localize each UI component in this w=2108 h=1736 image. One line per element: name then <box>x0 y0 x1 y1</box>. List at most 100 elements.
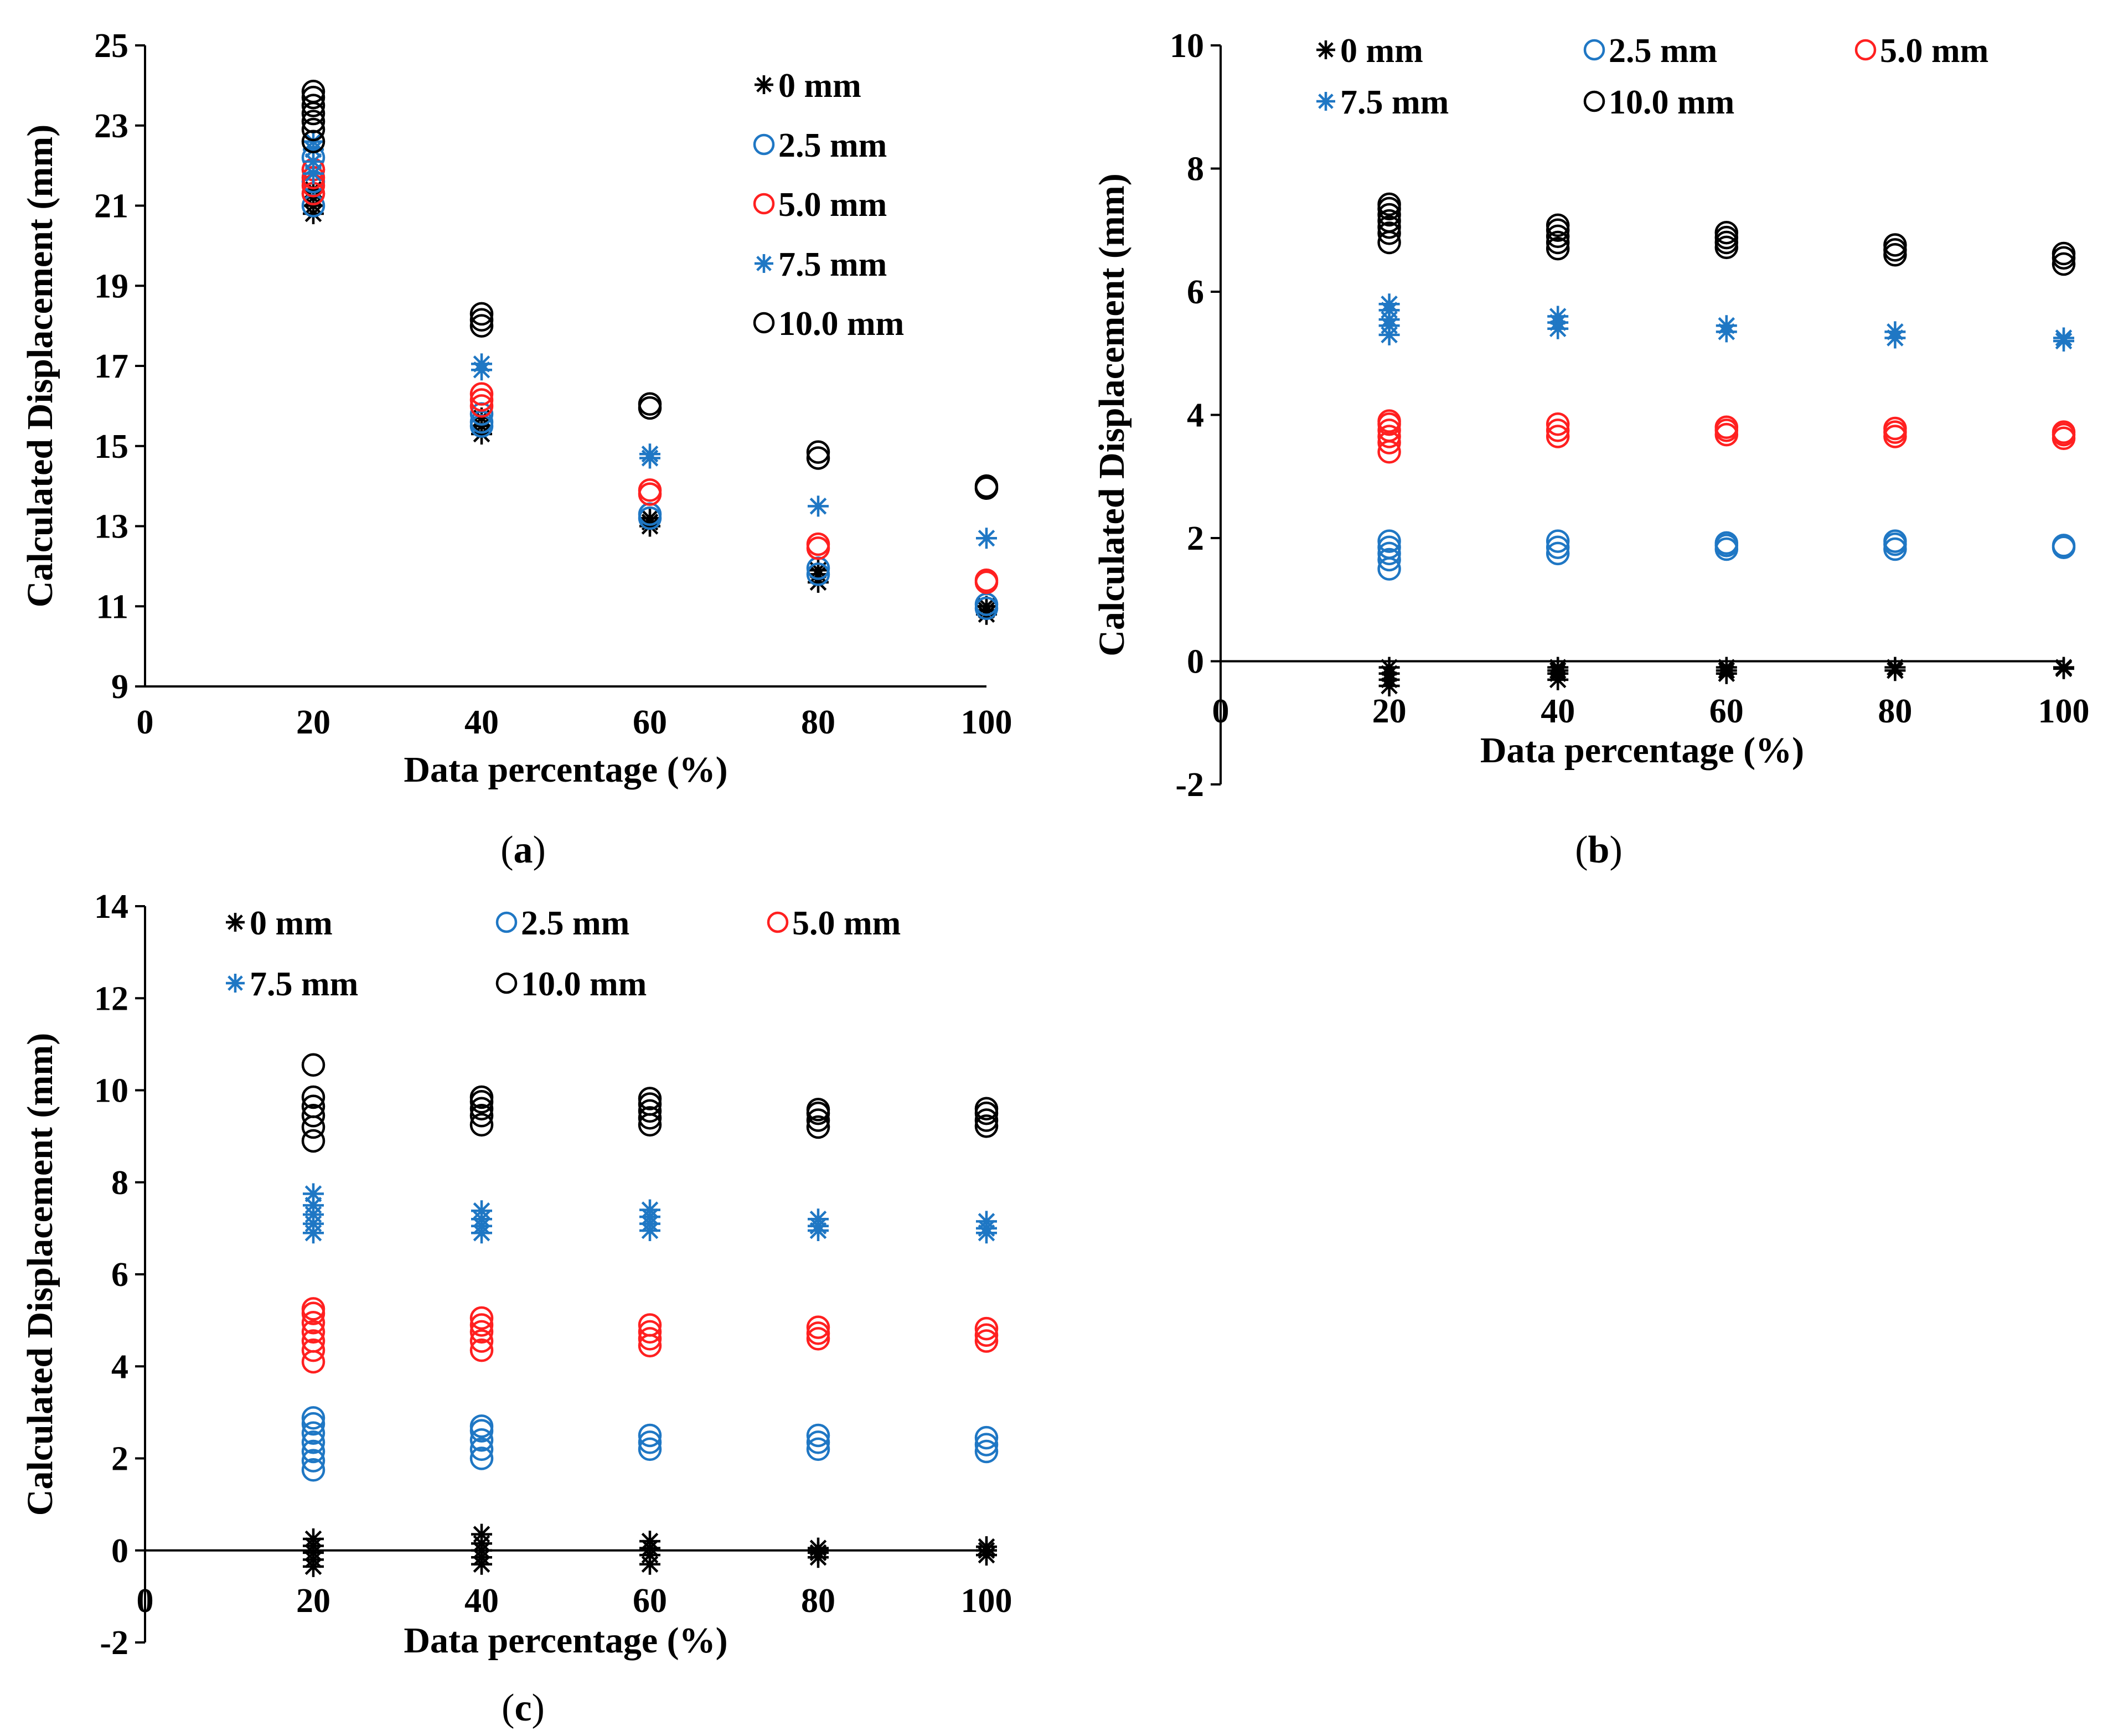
legend-marker <box>755 254 773 273</box>
data-point <box>301 1421 326 1445</box>
data-point <box>638 392 662 416</box>
panel-caption: (b) <box>1575 829 1623 871</box>
data-point <box>1547 306 1569 327</box>
legend-marker <box>753 133 775 156</box>
data-point <box>2052 535 2076 559</box>
data-point <box>301 1449 326 1472</box>
data-point <box>1546 541 1570 566</box>
data-point <box>469 1097 494 1120</box>
data-point <box>1377 409 1401 433</box>
data-point <box>301 1085 326 1109</box>
data-point <box>469 1320 494 1344</box>
caption-letter: c <box>514 1687 531 1729</box>
data-point <box>303 151 324 172</box>
data-point <box>301 110 326 133</box>
y-tick-label: 8 <box>111 1164 128 1202</box>
data-point <box>806 1098 830 1122</box>
data-point <box>806 1321 830 1345</box>
data-point <box>301 1458 326 1482</box>
y-tick-label: 17 <box>94 348 128 385</box>
x-tick-label: 0 <box>137 1582 154 1620</box>
data-point <box>469 1313 494 1337</box>
data-point <box>1714 531 1739 555</box>
legend-label: 0 mm <box>250 905 333 942</box>
data-point <box>469 1085 494 1109</box>
x-tick-label: 100 <box>961 704 1012 741</box>
data-point <box>806 532 830 556</box>
data-point <box>303 1195 324 1216</box>
data-point <box>1714 220 1739 245</box>
data-point <box>301 1329 326 1353</box>
series-0-mm <box>303 1523 997 1577</box>
data-point <box>806 440 830 464</box>
y-tick-label: 6 <box>111 1256 128 1294</box>
data-point <box>469 1446 494 1470</box>
data-point <box>301 79 326 104</box>
data-point <box>469 388 494 412</box>
data-point <box>1546 213 1570 237</box>
y-tick-label: 4 <box>1187 397 1204 435</box>
data-point <box>806 1437 830 1461</box>
data-point <box>2053 327 2074 349</box>
x-tick-label: 20 <box>1372 693 1407 730</box>
x-tick-label: 20 <box>296 704 330 741</box>
legend-label: 7.5 mm <box>250 965 358 1003</box>
data-point <box>2052 252 2076 276</box>
x-axis-title: Data percentage (%) <box>404 1620 727 1661</box>
legend-label: 7.5 mm <box>778 246 887 283</box>
data-point <box>1884 657 1906 678</box>
data-point <box>974 1114 999 1138</box>
caption-letter: b <box>1588 829 1610 871</box>
data-point <box>1377 221 1401 245</box>
data-point <box>806 1430 830 1454</box>
data-point <box>469 302 494 326</box>
series-10-0-mm <box>301 1053 999 1153</box>
data-point <box>808 560 829 581</box>
data-point <box>974 1439 999 1464</box>
data-point <box>976 1536 997 1558</box>
legend-label: 7.5 mm <box>1340 84 1449 121</box>
data-point <box>469 1437 494 1461</box>
data-point <box>301 1439 326 1464</box>
x-axis-title: Data percentage (%) <box>1480 730 1804 771</box>
data-point <box>639 508 660 529</box>
y-tick-label: 10 <box>94 1072 128 1110</box>
legend-marker <box>226 913 245 932</box>
data-point <box>301 1406 326 1430</box>
data-point <box>303 1183 324 1205</box>
x-tick-label: 0 <box>1212 693 1229 730</box>
caption-letter: a <box>514 829 533 871</box>
data-point <box>638 1430 662 1454</box>
data-point <box>301 94 326 117</box>
series-7-5-mm <box>303 1183 997 1244</box>
x-tick-label: 0 <box>137 704 154 741</box>
data-point <box>1377 209 1401 233</box>
y-tick-label: 10 <box>1170 27 1204 65</box>
series-10-0-mm <box>301 79 999 500</box>
data-point <box>806 1423 830 1448</box>
series-5-0-mm <box>301 1297 999 1374</box>
data-point <box>301 1129 326 1153</box>
data-point <box>1546 230 1570 255</box>
data-point <box>2052 534 2076 557</box>
data-point <box>1377 541 1401 566</box>
x-tick-label: 80 <box>801 704 835 741</box>
data-point <box>1883 238 1907 262</box>
data-point <box>638 1327 662 1351</box>
data-point <box>1377 203 1401 227</box>
x-axis-title: Data percentage (%) <box>404 750 727 790</box>
legend-label: 2.5 mm <box>778 127 887 164</box>
data-point <box>1546 425 1570 448</box>
panel-caption: (c) <box>502 1687 545 1729</box>
data-point <box>974 1316 999 1341</box>
data-point <box>1377 529 1401 553</box>
data-point <box>638 478 662 502</box>
y-tick-label: 6 <box>1187 273 1204 311</box>
data-point <box>638 1313 662 1337</box>
data-point <box>1714 415 1739 439</box>
y-tick-label: 0 <box>111 1532 128 1570</box>
x-tick-label: 60 <box>633 704 667 741</box>
data-point <box>1716 657 1737 678</box>
data-point <box>974 1329 999 1353</box>
